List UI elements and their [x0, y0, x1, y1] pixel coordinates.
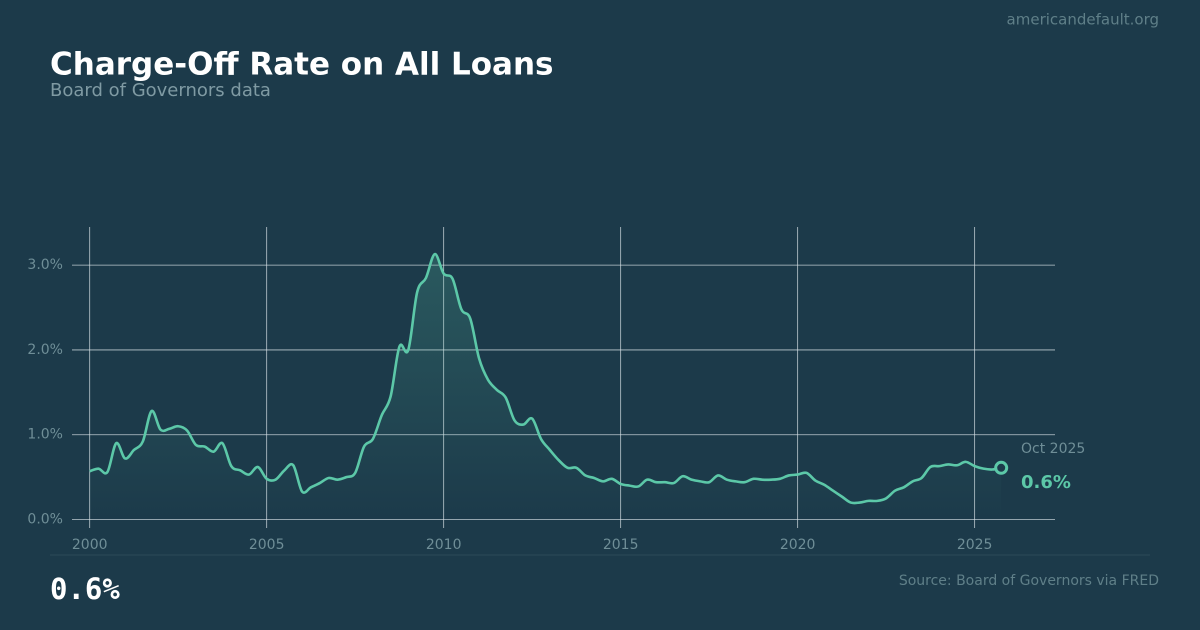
- line: [89, 252, 1002, 505]
- last-point: [994, 460, 1009, 475]
- x-tick-label: 2015: [603, 537, 639, 553]
- x-tick-label: 2010: [426, 537, 462, 553]
- y-tick-label: 0.0%: [27, 512, 63, 528]
- y-tick-label: 1.0%: [27, 427, 63, 443]
- x-tick-label: 2005: [249, 537, 285, 553]
- area: [89, 254, 1002, 520]
- y-tick-label: 2.0%: [27, 342, 63, 358]
- chart-subtitle: Board of Governors data: [50, 80, 271, 101]
- source: Source: Board of Governors via FRED: [899, 573, 1159, 589]
- x-tick-label: 2025: [957, 537, 993, 553]
- x-tick-label: 2020: [780, 537, 816, 553]
- chart-title: Charge-Off Rate on All Loans: [50, 47, 553, 83]
- annotation-value: 0.6%: [1021, 472, 1071, 493]
- site-name: americandefault.org: [1007, 11, 1159, 29]
- x-tick-label: 2000: [72, 537, 108, 553]
- annotation-date: Oct 2025: [1021, 441, 1085, 457]
- y-tick-label: 3.0%: [27, 257, 63, 273]
- headline-value: 0.6%: [50, 572, 120, 606]
